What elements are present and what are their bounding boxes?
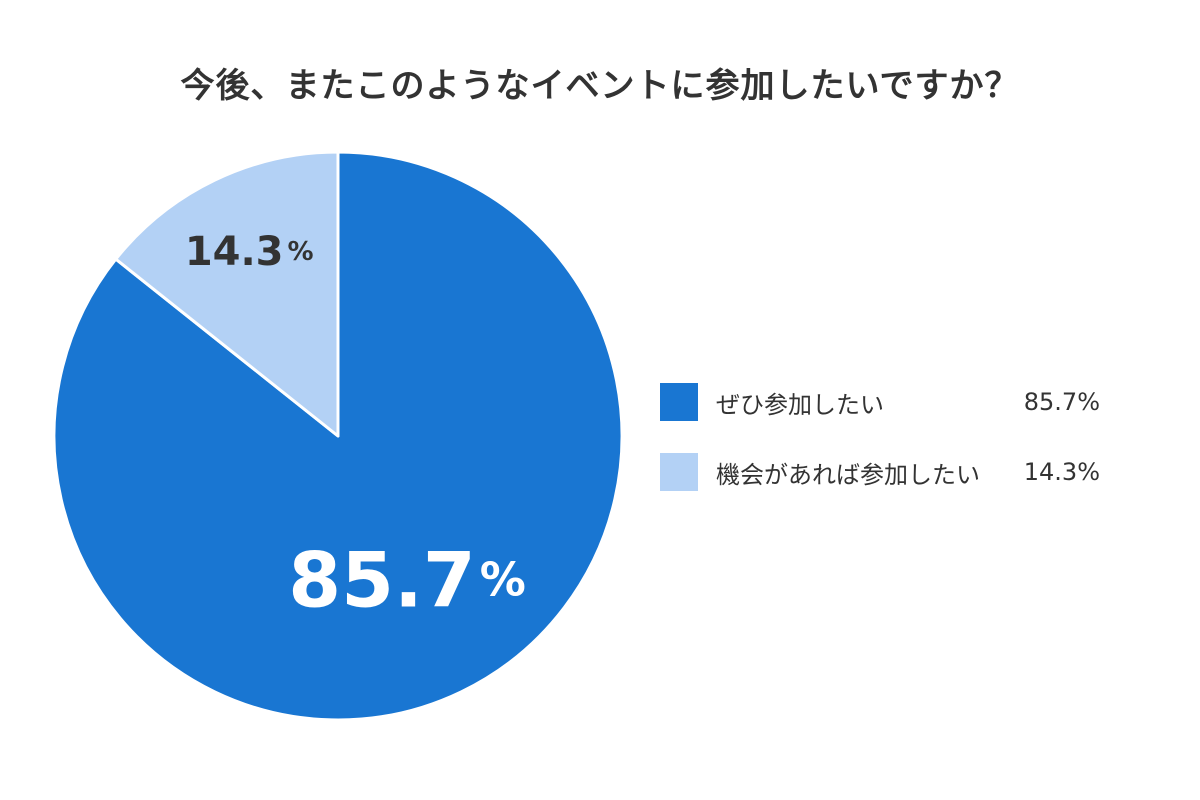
legend-swatch-1: [660, 453, 698, 491]
legend-label-1: 機会があれば参加したい: [716, 460, 980, 489]
legend-value-1: 14.3%: [1023, 458, 1100, 486]
chart-title: 今後、またこのようなイベントに参加したいですか？: [180, 66, 1020, 106]
legend-swatch-0: [660, 383, 698, 421]
legend-item-0: ぜひ参加したい 85.7%: [660, 382, 1150, 422]
slice-label-0: 85.7%: [288, 535, 526, 624]
slice-label-1: 14.3%: [185, 229, 314, 275]
legend-label-0: ぜひ参加したい: [716, 390, 884, 419]
legend-value-0: 85.7%: [1023, 388, 1100, 416]
legend-item-1: 機会があれば参加したい 14.3%: [660, 452, 1150, 492]
pie-slice-1: [114, 150, 340, 438]
legend: ぜひ参加したい 85.7% 機会があれば参加したい 14.3%: [660, 382, 1150, 522]
